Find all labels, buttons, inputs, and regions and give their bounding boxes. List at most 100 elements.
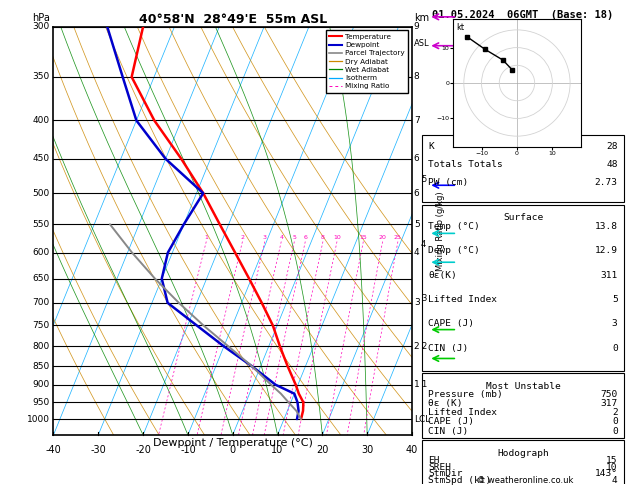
Text: 300: 300 xyxy=(33,22,50,31)
Text: 600: 600 xyxy=(33,248,50,257)
Text: 0: 0 xyxy=(612,427,618,435)
Text: 1: 1 xyxy=(204,235,208,240)
Text: 10: 10 xyxy=(272,445,284,455)
Text: 10: 10 xyxy=(606,463,618,471)
Text: -30: -30 xyxy=(91,445,106,455)
Text: ASL: ASL xyxy=(414,39,430,48)
Text: 20: 20 xyxy=(379,235,387,240)
Text: CIN (J): CIN (J) xyxy=(428,344,469,353)
Text: 2: 2 xyxy=(421,342,426,351)
Text: 5: 5 xyxy=(612,295,618,304)
Text: 0: 0 xyxy=(612,417,618,427)
Text: 25: 25 xyxy=(394,235,402,240)
Text: EH: EH xyxy=(428,456,440,465)
Text: Hodograph: Hodograph xyxy=(497,449,549,458)
Text: 500: 500 xyxy=(33,189,50,198)
Text: 40: 40 xyxy=(406,445,418,455)
Text: 400: 400 xyxy=(33,116,50,125)
Text: 311: 311 xyxy=(600,271,618,279)
Text: 01.05.2024  06GMT  (Base: 18): 01.05.2024 06GMT (Base: 18) xyxy=(432,10,614,19)
Text: θε (K): θε (K) xyxy=(428,399,463,408)
Text: 3: 3 xyxy=(421,294,426,303)
Text: 10: 10 xyxy=(333,235,341,240)
Text: 2.73: 2.73 xyxy=(594,178,618,188)
Text: 13.8: 13.8 xyxy=(594,222,618,231)
Text: hPa: hPa xyxy=(32,13,50,23)
Text: 3: 3 xyxy=(263,235,267,240)
Text: PW (cm): PW (cm) xyxy=(428,178,469,188)
Title: 40°58'N  28°49'E  55m ASL: 40°58'N 28°49'E 55m ASL xyxy=(138,13,327,26)
Text: 5: 5 xyxy=(421,175,426,184)
Text: 1: 1 xyxy=(421,380,426,389)
Text: 8: 8 xyxy=(321,235,325,240)
Text: 800: 800 xyxy=(33,342,50,351)
Text: 0: 0 xyxy=(612,344,618,353)
Text: -20: -20 xyxy=(135,445,151,455)
Text: 3: 3 xyxy=(414,298,420,307)
Text: © weatheronline.co.uk: © weatheronline.co.uk xyxy=(477,476,574,485)
Text: StmDir: StmDir xyxy=(428,469,463,478)
Text: 1000: 1000 xyxy=(27,415,50,424)
Text: Lifted Index: Lifted Index xyxy=(428,295,498,304)
Text: 15: 15 xyxy=(359,235,367,240)
Text: 4: 4 xyxy=(421,240,426,249)
Text: kt: kt xyxy=(456,23,464,32)
Text: Most Unstable: Most Unstable xyxy=(486,382,560,391)
Text: 15: 15 xyxy=(606,456,618,465)
Text: 650: 650 xyxy=(33,274,50,283)
Text: 350: 350 xyxy=(33,72,50,82)
Text: 550: 550 xyxy=(33,220,50,229)
Text: Lifted Index: Lifted Index xyxy=(428,408,498,417)
Text: 5: 5 xyxy=(292,235,296,240)
Text: 6: 6 xyxy=(414,189,420,198)
Text: 20: 20 xyxy=(316,445,328,455)
Text: 317: 317 xyxy=(600,399,618,408)
Text: 9: 9 xyxy=(414,22,420,31)
Text: Pressure (mb): Pressure (mb) xyxy=(428,390,503,399)
Text: 143°: 143° xyxy=(594,469,618,478)
Text: 4: 4 xyxy=(414,248,420,257)
Text: 4: 4 xyxy=(612,476,618,485)
Text: CAPE (J): CAPE (J) xyxy=(428,417,474,427)
Text: Dewp (°C): Dewp (°C) xyxy=(428,246,480,255)
Text: LCL: LCL xyxy=(414,415,430,424)
Text: CIN (J): CIN (J) xyxy=(428,427,469,435)
Text: K: K xyxy=(428,142,434,151)
Text: 28: 28 xyxy=(606,142,618,151)
Text: 30: 30 xyxy=(361,445,373,455)
Text: 5: 5 xyxy=(414,220,420,229)
Text: 6: 6 xyxy=(414,155,420,163)
Text: 48: 48 xyxy=(606,160,618,169)
Text: 700: 700 xyxy=(33,298,50,307)
Text: 1: 1 xyxy=(414,380,420,389)
Text: 900: 900 xyxy=(33,380,50,389)
Text: Totals Totals: Totals Totals xyxy=(428,160,503,169)
X-axis label: Dewpoint / Temperature (°C): Dewpoint / Temperature (°C) xyxy=(153,438,313,448)
Text: 2: 2 xyxy=(612,408,618,417)
Text: θε(K): θε(K) xyxy=(428,271,457,279)
Text: 950: 950 xyxy=(33,398,50,407)
Legend: Temperature, Dewpoint, Parcel Trajectory, Dry Adiabat, Wet Adiabat, Isotherm, Mi: Temperature, Dewpoint, Parcel Trajectory… xyxy=(326,30,408,93)
Text: 4: 4 xyxy=(279,235,283,240)
Text: 3: 3 xyxy=(612,319,618,329)
Text: 850: 850 xyxy=(33,362,50,371)
Text: 6: 6 xyxy=(303,235,307,240)
Text: StmSpd (kt): StmSpd (kt) xyxy=(428,476,492,485)
Text: Surface: Surface xyxy=(503,213,543,222)
Text: 7: 7 xyxy=(414,116,420,125)
Text: 0: 0 xyxy=(230,445,236,455)
Text: CAPE (J): CAPE (J) xyxy=(428,319,474,329)
Text: 2: 2 xyxy=(240,235,245,240)
Text: 450: 450 xyxy=(33,155,50,163)
Text: 750: 750 xyxy=(33,321,50,330)
Text: 750: 750 xyxy=(600,390,618,399)
Text: 2: 2 xyxy=(414,342,420,351)
Text: km: km xyxy=(414,13,429,23)
Text: SREH: SREH xyxy=(428,463,452,471)
Text: -10: -10 xyxy=(180,445,196,455)
Text: Temp (°C): Temp (°C) xyxy=(428,222,480,231)
Text: 12.9: 12.9 xyxy=(594,246,618,255)
Text: -40: -40 xyxy=(45,445,62,455)
Text: Mixing Ratio (g/kg): Mixing Ratio (g/kg) xyxy=(436,191,445,271)
Text: 8: 8 xyxy=(414,72,420,82)
